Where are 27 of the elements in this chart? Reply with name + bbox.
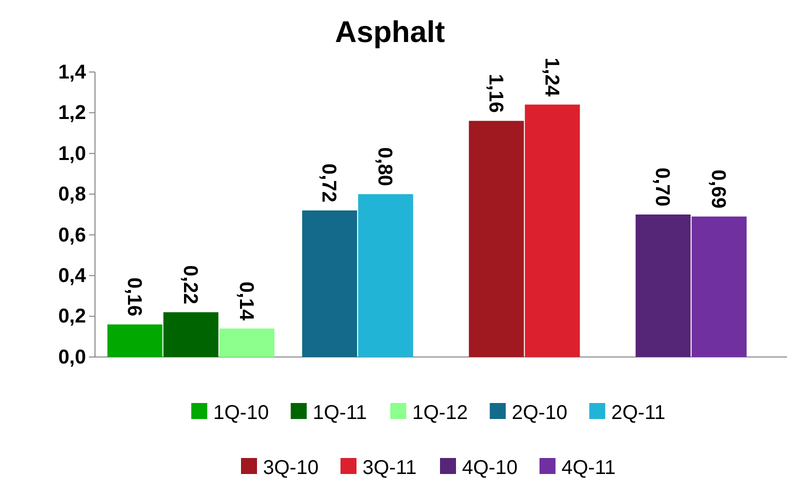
data-label: 0,69 bbox=[707, 170, 730, 209]
data-label: 0,16 bbox=[122, 277, 145, 316]
legend-label: 1Q-10 bbox=[213, 402, 269, 424]
legend-label: 3Q-11 bbox=[362, 457, 417, 479]
data-label: 1,24 bbox=[540, 58, 562, 98]
data-label: 0,72 bbox=[318, 163, 340, 202]
chart-title: Asphalt bbox=[334, 16, 446, 49]
legend-label: 4Q-11 bbox=[562, 457, 616, 479]
legend-label: 1Q-12 bbox=[412, 402, 468, 424]
y-tick-label: 1,4 bbox=[58, 61, 87, 84]
legend-label: 1Q-11 bbox=[312, 402, 367, 424]
y-tick-label: 0,6 bbox=[58, 224, 86, 246]
y-tick-label: 0,4 bbox=[58, 264, 87, 287]
legend-label: 4Q-10 bbox=[462, 457, 518, 479]
data-label: 0,14 bbox=[234, 282, 257, 322]
y-tick-label: 0,2 bbox=[58, 306, 86, 328]
y-tick-label: 0,0 bbox=[58, 346, 86, 368]
y-tick-label: 1,0 bbox=[58, 142, 86, 165]
legend-label: 2Q-11 bbox=[611, 402, 666, 424]
legend-label: 2Q-10 bbox=[512, 402, 568, 424]
y-tick-label: 0,8 bbox=[58, 184, 86, 206]
data-label: 0,22 bbox=[178, 265, 201, 304]
data-label: 1,16 bbox=[484, 74, 506, 113]
legend-label: 3Q-10 bbox=[263, 457, 319, 479]
y-tick-label: 1,2 bbox=[58, 102, 86, 124]
data-label: 0,70 bbox=[651, 168, 674, 206]
data-label: 0,80 bbox=[374, 147, 396, 186]
